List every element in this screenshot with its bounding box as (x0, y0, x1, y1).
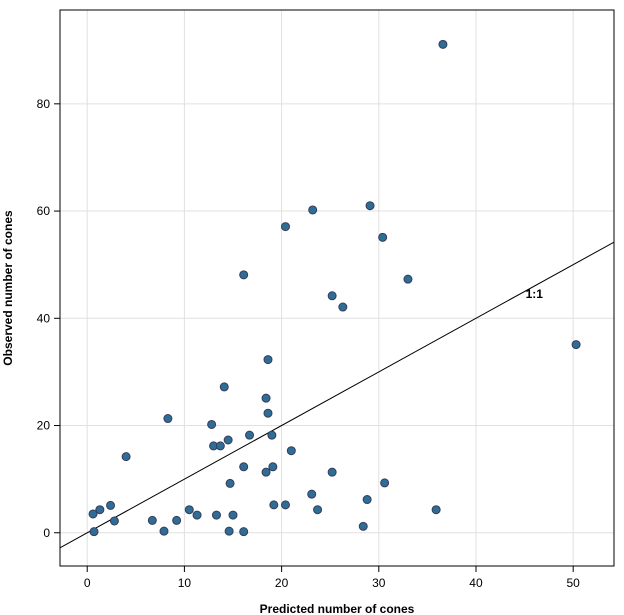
data-point (147, 515, 157, 525)
x-axis-title: Predicted number of cones (260, 602, 415, 615)
data-point (308, 205, 318, 215)
data-point (224, 526, 234, 536)
data-point (280, 500, 290, 510)
y-tick-label: 20 (37, 419, 51, 433)
data-point (378, 232, 388, 242)
data-point (172, 515, 182, 525)
data-point (219, 382, 229, 392)
data-points (88, 39, 581, 537)
data-point (106, 500, 116, 510)
data-point (223, 435, 233, 445)
data-point (261, 393, 271, 403)
x-tick-label: 50 (566, 576, 580, 590)
data-point (307, 489, 317, 499)
data-point (163, 414, 173, 424)
plot-area (60, 39, 614, 549)
y-tick-label: 80 (37, 97, 51, 111)
data-point (358, 521, 368, 531)
data-point (184, 505, 194, 515)
x-tick-label: 10 (178, 576, 192, 590)
data-point (207, 419, 217, 429)
data-point (327, 467, 337, 477)
data-point (245, 430, 255, 440)
x-tick-label: 20 (275, 576, 289, 590)
data-point (261, 467, 271, 477)
one-to-one-line (60, 241, 614, 549)
one-to-one-label: 1:1 (526, 287, 544, 301)
data-point (571, 340, 581, 350)
data-point (228, 510, 238, 520)
data-point (109, 516, 119, 526)
data-point (263, 355, 273, 365)
data-point (239, 270, 249, 280)
y-tick-label: 0 (43, 526, 50, 540)
data-point (280, 222, 290, 232)
data-point (362, 495, 372, 505)
axis-tick-labels: 0 10 20 30 40 50 0 20 40 60 80 (37, 97, 581, 590)
data-point (263, 408, 273, 418)
x-tick-label: 30 (372, 576, 386, 590)
grid-lines (60, 10, 614, 566)
data-point (211, 510, 221, 520)
x-tick-label: 0 (84, 576, 91, 590)
plot-frame (59, 9, 615, 567)
y-tick-label: 40 (37, 311, 51, 325)
data-point (239, 527, 249, 537)
data-point (338, 302, 348, 312)
data-point (431, 505, 441, 515)
data-point (438, 39, 448, 49)
data-point (403, 274, 413, 284)
data-point (192, 510, 202, 520)
data-point (95, 505, 105, 515)
data-point (159, 526, 169, 536)
data-point (269, 500, 279, 510)
data-point (121, 452, 131, 462)
y-tick-label: 60 (37, 204, 51, 218)
axis-ticks (54, 103, 574, 572)
data-point (239, 462, 249, 472)
data-point (327, 291, 337, 301)
data-point (365, 201, 375, 211)
x-tick-label: 40 (469, 576, 483, 590)
data-point (88, 509, 98, 519)
data-point (89, 527, 99, 537)
data-point (268, 462, 278, 472)
data-point (380, 478, 390, 488)
y-axis-title: Observed number of cones (1, 210, 15, 366)
data-point (313, 505, 323, 515)
data-point (267, 430, 277, 440)
data-point (286, 446, 296, 456)
data-point (225, 478, 235, 488)
data-point (215, 441, 225, 451)
